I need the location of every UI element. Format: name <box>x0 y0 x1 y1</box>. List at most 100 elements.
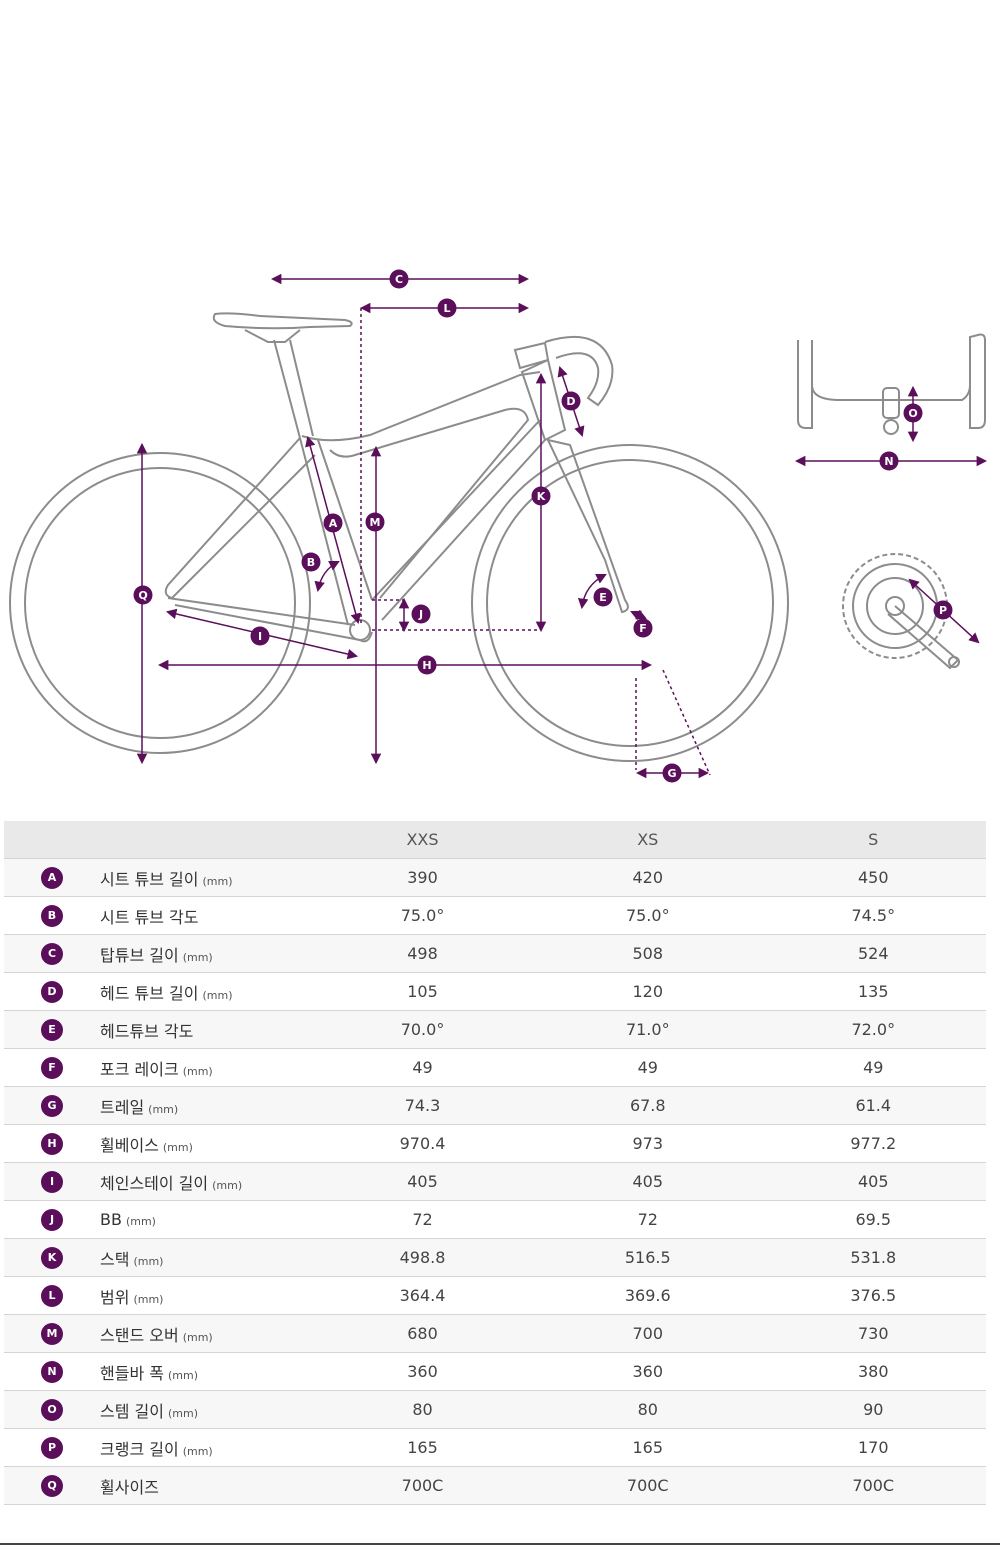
measure-value: 531.8 <box>760 1238 986 1277</box>
measure-unit: (mm) <box>167 1406 198 1420</box>
measure-name-cell: 헤드튜브 각도 <box>100 1010 310 1049</box>
row-badge-cell: O <box>4 1390 100 1429</box>
measure-badge: D <box>41 981 63 1003</box>
bike-geometry-diagram: A B C D E F G H I J K L M N O P Q <box>9 269 988 783</box>
measure-value: 75.0° <box>535 896 761 935</box>
diagram-badge-q: Q <box>133 585 153 605</box>
measure-unit: (mm) <box>182 1444 213 1458</box>
diagram-badge-letter: N <box>884 455 893 468</box>
measure-name-cell: BB (mm) <box>100 1200 310 1239</box>
diagram-badge-l: L <box>437 298 457 318</box>
measure-badge: M <box>41 1323 63 1345</box>
diagram-badge-circle <box>933 600 953 620</box>
row-badge-cell: M <box>4 1314 100 1353</box>
table-row: M 스탠드 오버 (mm) 680 700 730 <box>4 1314 986 1353</box>
measure-badge: E <box>41 1019 63 1041</box>
measure-value: 700C <box>310 1466 535 1505</box>
diagram-badge-m: M <box>365 512 385 532</box>
measure-value: 170 <box>760 1428 986 1467</box>
measure-name-cell: 핸들바 폭 (mm) <box>100 1352 310 1391</box>
row-badge-cell: I <box>4 1162 100 1201</box>
diagram-badge-circle <box>662 763 682 783</box>
diagram-badge-letter: G <box>667 767 676 780</box>
measure-value: 405 <box>535 1162 761 1201</box>
measure-name-cell: 휠베이스 (mm) <box>100 1124 310 1163</box>
measure-value: 405 <box>310 1162 535 1201</box>
measure-name-cell: 스템 길이 (mm) <box>100 1390 310 1429</box>
measure-value: 516.5 <box>535 1238 761 1277</box>
measure-name-cell: 헤드 튜브 길이 (mm) <box>100 972 310 1011</box>
row-badge-cell: L <box>4 1276 100 1315</box>
row-badge-cell: J <box>4 1200 100 1239</box>
measure-name-cell: 탑튜브 길이 (mm) <box>100 934 310 973</box>
table-row: J BB (mm) 72 72 69.5 <box>4 1200 986 1239</box>
table-row: F 포크 레이크 (mm) 49 49 49 <box>4 1048 986 1087</box>
measure-name-cell: 시트 튜브 각도 <box>100 896 310 935</box>
measure-value: 71.0° <box>535 1010 761 1049</box>
measure-value: 450 <box>760 858 986 897</box>
diagram-badge-circle <box>531 486 551 506</box>
measure-name: 트레일 <box>100 1097 145 1117</box>
measure-value: 364.4 <box>310 1276 535 1315</box>
measure-badge: N <box>41 1361 63 1383</box>
measure-name: 핸들바 폭 <box>100 1363 164 1383</box>
measure-value: 49 <box>760 1048 986 1087</box>
measure-value: 700C <box>535 1466 761 1505</box>
measure-value: 72.0° <box>760 1010 986 1049</box>
row-badge-cell: E <box>4 1010 100 1049</box>
measure-value: 49 <box>535 1048 761 1087</box>
table-header-row: XXS XS S <box>4 821 986 859</box>
measure-name: 범위 <box>100 1287 130 1307</box>
measure-badge: A <box>41 867 63 889</box>
measure-unit: (mm) <box>182 1064 213 1078</box>
diagram-badge-letter: K <box>537 490 546 503</box>
measure-badge: I <box>41 1171 63 1193</box>
header-cell <box>4 821 100 859</box>
row-badge-cell: G <box>4 1086 100 1125</box>
diagram-badge-circle <box>365 512 385 532</box>
table-row: N 핸들바 폭 (mm) 360 360 380 <box>4 1352 986 1391</box>
diagram-badge-letter: Q <box>138 589 147 602</box>
measure-value: 165 <box>535 1428 761 1467</box>
header-size-xxs: XXS <box>310 821 535 859</box>
measure-value: 120 <box>535 972 761 1011</box>
measure-name: 스탠드 오버 <box>100 1325 179 1345</box>
row-badge-cell: B <box>4 896 100 935</box>
measure-value: 369.6 <box>535 1276 761 1315</box>
measure-badge: G <box>41 1095 63 1117</box>
measure-unit: (mm) <box>133 1292 164 1306</box>
table-row: D 헤드 튜브 길이 (mm) 105 120 135 <box>4 972 986 1011</box>
measure-name-cell: 휠사이즈 <box>100 1466 310 1505</box>
diagram-badge-letter: I <box>258 630 262 643</box>
diagram-badge-letter: J <box>418 608 423 621</box>
diagram-badge-circle <box>417 655 437 675</box>
table-row: P 크랭크 길이 (mm) 165 165 170 <box>4 1428 986 1467</box>
measure-badge: F <box>41 1057 63 1079</box>
measure-badge: B <box>41 905 63 927</box>
diagram-badge-a: A <box>323 513 343 533</box>
diagram-badge-letter: H <box>422 659 431 672</box>
measure-value: 730 <box>760 1314 986 1353</box>
measure-value: 70.0° <box>310 1010 535 1049</box>
row-badge-cell: Q <box>4 1466 100 1505</box>
diagram-badge-letter: C <box>395 273 403 286</box>
measure-value: 970.4 <box>310 1124 535 1163</box>
measure-unit: (mm) <box>162 1140 193 1154</box>
diagram-badges: A B C D E F G H I J K L M N O P Q <box>133 269 953 783</box>
measure-value: 524 <box>760 934 986 973</box>
measure-value: 69.5 <box>760 1200 986 1239</box>
diagram-badge-f: F <box>633 618 653 638</box>
row-badge-cell: A <box>4 858 100 897</box>
diagram-badge-circle <box>389 269 409 289</box>
measure-badge: J <box>41 1209 63 1231</box>
measure-value: 49 <box>310 1048 535 1087</box>
bottom-divider <box>0 1543 1000 1545</box>
table-row: E 헤드튜브 각도 70.0° 71.0° 72.0° <box>4 1010 986 1049</box>
row-badge-cell: F <box>4 1048 100 1087</box>
measure-name: 탑튜브 길이 <box>100 945 179 965</box>
measure-name-cell: 포크 레이크 (mm) <box>100 1048 310 1087</box>
front-wheel <box>471 444 789 762</box>
measure-value: 105 <box>310 972 535 1011</box>
row-badge-cell: N <box>4 1352 100 1391</box>
measure-unit: (mm) <box>125 1215 156 1228</box>
